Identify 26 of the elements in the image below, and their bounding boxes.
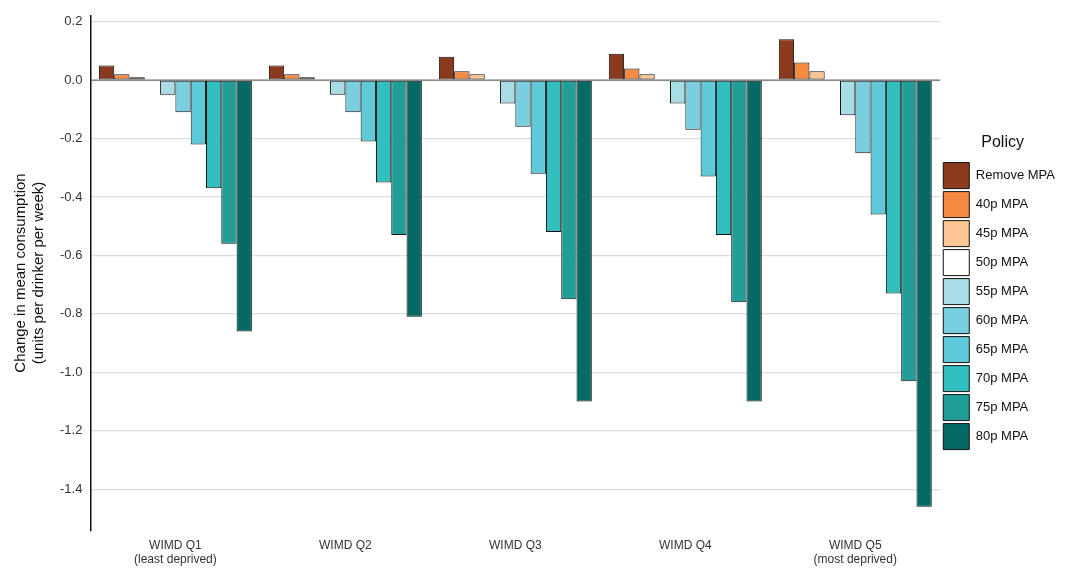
- legend-label: 50p MPA: [975, 254, 1029, 270]
- legend-label: 40p MPA: [975, 196, 1029, 212]
- legend-label: 70p MPA: [975, 370, 1029, 386]
- x-tick-label: WIMD Q2: [319, 537, 373, 552]
- y-tick-label: -1.2: [59, 422, 83, 438]
- y-tick-label: -0.8: [59, 305, 83, 321]
- legend-label: 80p MPA: [975, 428, 1029, 444]
- x-tick-label: WIMD Q1 (least deprived): [134, 537, 217, 567]
- x-tick-label: WIMD Q4: [658, 537, 712, 552]
- legend-label: 45p MPA: [975, 225, 1029, 241]
- y-tick-label: -1.0: [59, 363, 83, 379]
- y-tick-label: -0.6: [59, 247, 83, 263]
- y-axis-title: Change in mean consumption (units per drinker per week): [11, 173, 47, 373]
- legend-title: Policy: [981, 132, 1024, 150]
- x-tick-label: WIMD Q3: [489, 537, 542, 552]
- y-tick-label: -0.2: [59, 130, 83, 146]
- y-tick-label: -1.4: [59, 480, 83, 496]
- legend-label: 65p MPA: [975, 341, 1029, 357]
- y-tick-label: 0.2: [64, 13, 83, 29]
- y-tick-label: 0.0: [64, 71, 83, 87]
- legend-label: Remove MPA: [975, 167, 1056, 183]
- x-tick-label: WIMD Q5 (most deprived): [813, 537, 897, 567]
- legend-label: 55p MPA: [975, 283, 1029, 299]
- legend-label: 75p MPA: [975, 399, 1029, 415]
- y-tick-label: -0.4: [59, 188, 83, 204]
- legend-label: 60p MPA: [975, 312, 1029, 328]
